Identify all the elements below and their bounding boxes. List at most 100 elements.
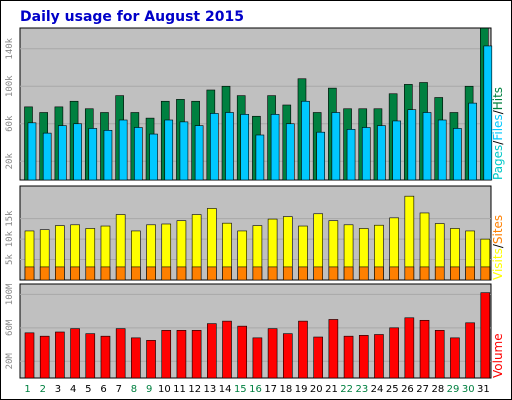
legend-entry-files: Files xyxy=(491,114,505,140)
volume-bar xyxy=(222,320,232,379)
x-tick-label: 27 xyxy=(416,384,429,395)
y-tick-label: 20M xyxy=(5,353,15,370)
files-bar xyxy=(422,112,432,181)
sites-bar xyxy=(55,266,65,281)
x-tick-label: 7 xyxy=(116,384,122,395)
x-tick-label: 15 xyxy=(234,384,247,395)
y-tick-label: 20k xyxy=(5,153,15,170)
files-bar xyxy=(194,125,204,181)
volume-bar xyxy=(207,323,217,379)
files-bar xyxy=(255,134,265,181)
x-tick-label: 13 xyxy=(204,384,217,395)
x-tick-label: 11 xyxy=(173,384,186,395)
volume-bar xyxy=(55,331,65,379)
sites-bar xyxy=(419,266,430,281)
legend-separator: / xyxy=(491,109,505,114)
volume-bar xyxy=(298,320,308,379)
files-bar xyxy=(210,113,219,181)
y-tick-label: 100k xyxy=(5,75,15,97)
sites-bar xyxy=(389,266,399,281)
legend-1: Visits/Sites xyxy=(491,215,505,280)
sites-bar xyxy=(434,266,445,281)
volume-bar xyxy=(480,292,491,379)
x-tick-label: 25 xyxy=(386,384,399,395)
sites-bar xyxy=(358,266,369,281)
files-bar xyxy=(285,123,295,181)
volume-bar xyxy=(70,328,80,379)
sites-bar xyxy=(237,266,248,281)
sites-bar xyxy=(465,266,475,281)
y-tick-label: 140k xyxy=(5,37,15,59)
volume-bar xyxy=(115,328,126,379)
x-tick-label: 26 xyxy=(401,384,414,395)
legend-entry-sites: Sites xyxy=(491,215,505,244)
files-bar xyxy=(346,129,356,181)
volume-bar xyxy=(282,333,293,379)
y-tick-label: 10k xyxy=(5,230,15,247)
x-tick-label: 1 xyxy=(24,384,30,395)
sites-bar xyxy=(176,266,187,281)
sites-bar xyxy=(70,266,80,281)
sites-bar xyxy=(404,266,415,281)
legend-separator: / xyxy=(491,243,505,248)
files-bar xyxy=(42,132,52,181)
volume-bar xyxy=(343,335,354,379)
legend-entry-hits: Hits xyxy=(491,87,505,110)
bars-layer xyxy=(24,27,493,379)
x-tick-label: 21 xyxy=(325,384,338,395)
volume-bar xyxy=(100,335,111,379)
files-bar xyxy=(179,121,189,181)
x-tick-label: 5 xyxy=(85,384,91,395)
volume-bar xyxy=(131,337,141,379)
x-tick-label: 29 xyxy=(447,384,460,395)
labels-layer: 20k60k100k140kPages/Files/Hits5k10k15kVi… xyxy=(5,37,505,395)
volume-bar xyxy=(374,334,384,379)
y-tick-label: 60M xyxy=(5,319,15,336)
x-tick-label: 17 xyxy=(264,384,277,395)
volume-bar xyxy=(313,336,323,379)
files-bar xyxy=(88,128,98,181)
sites-bar xyxy=(298,266,308,281)
volume-bar xyxy=(85,333,96,379)
files-bar xyxy=(407,109,417,181)
x-tick-label: 14 xyxy=(219,384,232,395)
files-bar xyxy=(27,122,37,181)
files-bar xyxy=(134,127,143,181)
legend-entry-volume: Volume xyxy=(491,333,505,378)
volume-bar xyxy=(404,317,415,379)
files-bar xyxy=(240,114,250,181)
files-bar xyxy=(468,102,477,181)
volume-bar xyxy=(176,330,187,379)
legend-0: Pages/Files/Hits xyxy=(491,87,505,180)
volume-bar xyxy=(358,335,369,379)
x-tick-label: 22 xyxy=(340,384,353,395)
files-bar xyxy=(103,130,113,181)
files-bar xyxy=(225,112,234,181)
sites-bar xyxy=(39,266,50,281)
x-tick-label: 8 xyxy=(131,384,137,395)
sites-bar xyxy=(313,266,323,281)
x-tick-label: 4 xyxy=(70,384,76,395)
sites-bar xyxy=(252,266,263,281)
x-tick-label: 12 xyxy=(188,384,201,395)
volume-bar xyxy=(465,322,475,379)
volume-bar xyxy=(328,319,339,379)
legend-entry-pages: Pages xyxy=(491,145,505,180)
files-bar xyxy=(58,125,67,181)
files-bar xyxy=(331,112,341,181)
x-tick-label: 23 xyxy=(355,384,368,395)
x-tick-label: 6 xyxy=(100,384,106,395)
files-bar xyxy=(149,133,158,181)
x-tick-label: 20 xyxy=(310,384,323,395)
files-bar xyxy=(301,100,310,181)
files-bar xyxy=(316,131,325,181)
y-tick-label: 100M xyxy=(5,283,15,305)
x-tick-label: 9 xyxy=(146,384,152,395)
files-bar xyxy=(437,119,447,181)
volume-bar xyxy=(389,327,399,379)
volume-bar xyxy=(24,332,35,379)
x-tick-label: 10 xyxy=(158,384,171,395)
sites-bar xyxy=(85,266,96,281)
x-tick-label: 30 xyxy=(462,384,475,395)
